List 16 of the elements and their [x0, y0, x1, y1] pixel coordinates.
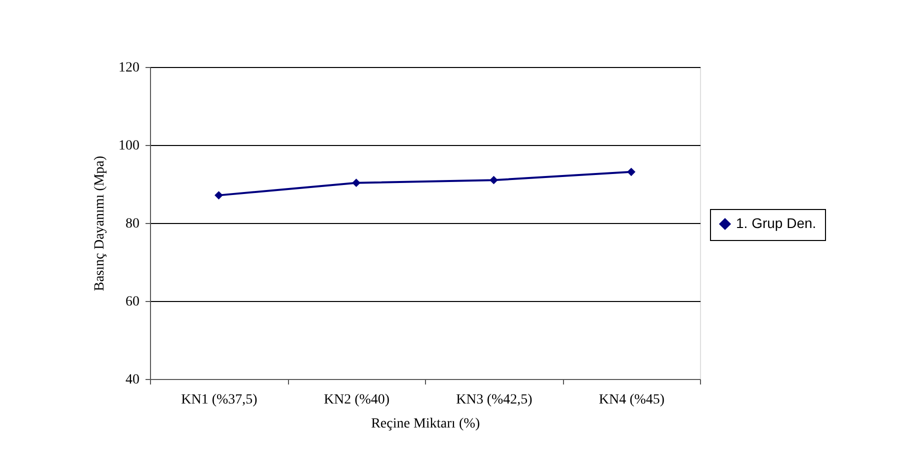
y-axis-title: Basınç Dayanımı (Mpa) — [92, 156, 108, 292]
y-tick-label: 40 — [126, 372, 140, 388]
y-tick-label: 100 — [118, 138, 140, 154]
x-tick-label: KN1 (%37,5) — [181, 392, 258, 408]
y-tick-label: 120 — [118, 60, 140, 76]
legend-label: 1. Grup Den. — [736, 215, 816, 231]
y-tick-label: 60 — [126, 294, 140, 310]
x-tick-label: KN2 (%40) — [324, 392, 390, 408]
point — [352, 178, 360, 188]
y-tick-label: 80 — [126, 216, 140, 232]
x-tick-label: KN3 (%42,5) — [456, 392, 533, 408]
x-axis-title: Reçine Miktarı (%) — [371, 416, 480, 432]
x-tick-label: KN4 (%45) — [598, 392, 665, 408]
point — [214, 191, 223, 200]
point — [490, 176, 498, 184]
point — [627, 168, 636, 176]
